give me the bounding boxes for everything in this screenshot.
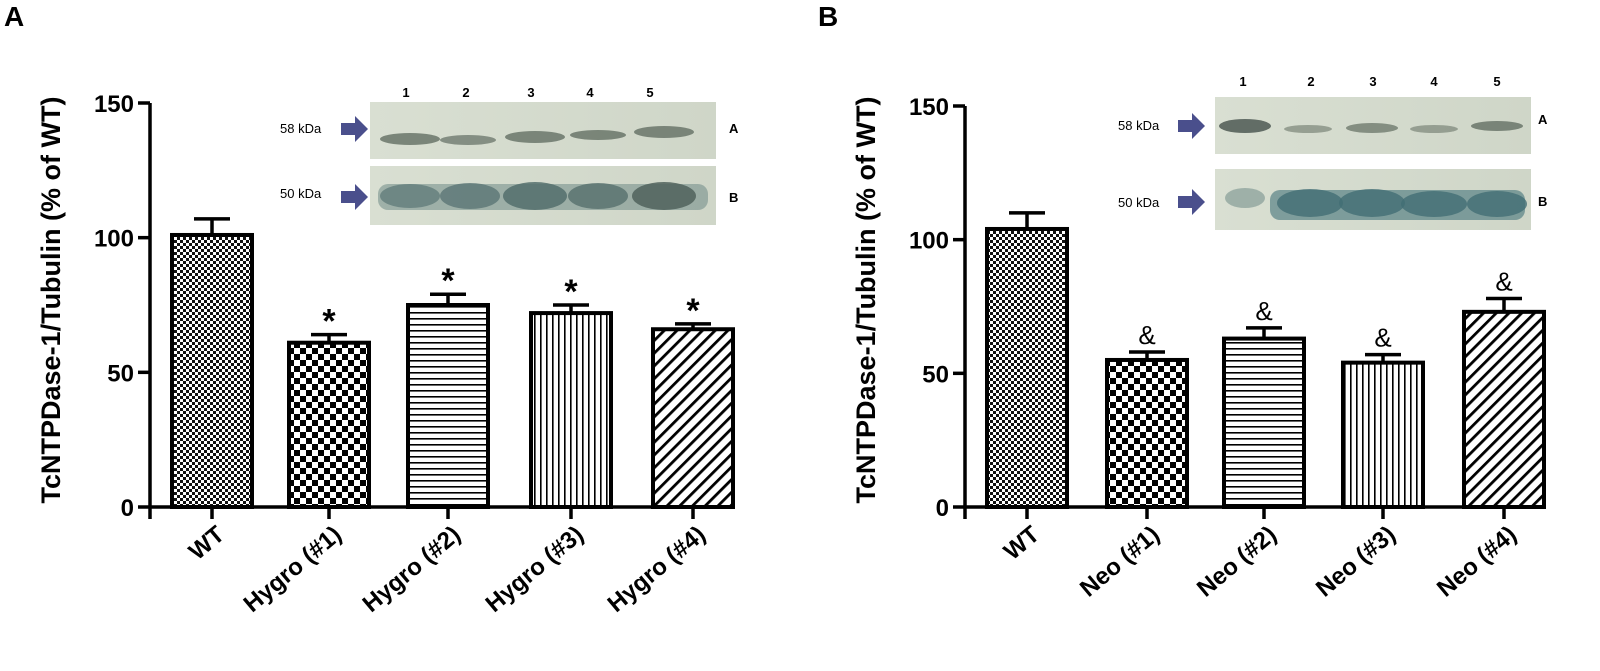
bar <box>1105 357 1189 510</box>
panel-letter: A <box>4 1 24 32</box>
y-axis-label: TcNTPDase-1/Tubulin (% of WT) <box>36 97 66 504</box>
blot-band <box>1346 123 1398 133</box>
category-labels: WT Hygro (#1) Hygro (#2) Hygro (#3) Hygro (#… <box>184 521 711 618</box>
bar <box>1222 336 1306 509</box>
panel-b: B TcNTPDase-1/Tubulin (% of WT) 05010015… <box>818 1 1548 602</box>
blot-marker-label: 58 kDa <box>280 121 322 136</box>
significance-mark: * <box>441 262 455 300</box>
significance-marks: * * * * <box>322 262 700 340</box>
blot-band <box>1225 188 1265 208</box>
arrow-right-icon <box>341 184 368 210</box>
blot-lane-label: 5 <box>646 85 653 100</box>
arrow-right-icon <box>1178 113 1205 139</box>
x-tick-label: Neo (#4) <box>1432 521 1522 603</box>
x-tick-label: WT <box>184 521 230 566</box>
significance-mark: & <box>1374 323 1391 353</box>
bar <box>406 303 490 509</box>
significance-mark: * <box>686 292 700 330</box>
y-tick-label: 0 <box>936 495 949 522</box>
blot-lane-label: 3 <box>1369 74 1376 89</box>
blot-band <box>1219 119 1271 133</box>
blot-lane-label: 2 <box>1307 74 1314 89</box>
significance-marks: & & & & <box>1138 266 1512 352</box>
western-blot-inset: 1 2 3 4 5 58 kDa 50 kDa A B <box>280 85 739 225</box>
x-tick-label: Neo (#1) <box>1075 521 1165 603</box>
x-tick-label: Neo (#2) <box>1192 521 1282 603</box>
blot-band <box>1339 189 1405 217</box>
blot-marker-label: 50 kDa <box>1118 195 1160 210</box>
blot-marker-label: 50 kDa <box>280 186 322 201</box>
bar <box>1462 309 1546 510</box>
bar <box>170 232 254 509</box>
blot-band <box>440 135 496 145</box>
blot-row-label: A <box>729 121 739 136</box>
blot-band <box>505 131 565 143</box>
bar <box>529 311 613 509</box>
blot-lane-label: 4 <box>1430 74 1438 89</box>
blot-band <box>1410 125 1458 133</box>
blot-lane-label: 3 <box>527 85 534 100</box>
blot-lane-label: 2 <box>462 85 469 100</box>
bar <box>651 327 735 509</box>
ticks: 0 50 100 150 <box>94 91 695 522</box>
blot-band <box>440 183 500 209</box>
western-blot-inset: 1 2 3 4 5 58 kDa 50 kDa A B <box>1118 74 1548 230</box>
category-labels: WT Neo (#1) Neo (#2) Neo (#3) Neo (#4) <box>999 521 1522 603</box>
y-tick-label: 100 <box>94 226 134 253</box>
bar <box>985 226 1069 509</box>
blot-band <box>632 182 696 210</box>
blot-lane-label: 4 <box>586 85 594 100</box>
arrow-right-icon <box>341 116 368 142</box>
blot-band <box>380 133 440 145</box>
panel-letter: B <box>818 1 838 32</box>
significance-mark: * <box>322 303 336 341</box>
blot-row-label: B <box>1538 194 1547 209</box>
ticks: 0 50 100 150 <box>909 94 1506 522</box>
blot-band <box>1277 189 1343 217</box>
y-tick-label: 100 <box>909 228 949 255</box>
blot-band <box>1471 121 1523 131</box>
bars <box>985 211 1546 510</box>
y-tick-label: 50 <box>922 361 949 388</box>
blot-marker-label: 58 kDa <box>1118 118 1160 133</box>
blot-band <box>634 126 694 138</box>
x-tick-label: WT <box>999 521 1045 566</box>
significance-mark: & <box>1495 266 1512 296</box>
blot-band <box>503 182 567 210</box>
blot-lane-label: 5 <box>1493 74 1500 89</box>
panel-a: A TcNTPDase-1/Tubulin (% of WT) 05010015… <box>4 1 739 618</box>
y-tick-label: 0 <box>121 495 134 522</box>
y-tick-label: 150 <box>94 91 134 118</box>
blot-band <box>380 184 440 208</box>
blot-band <box>1401 191 1467 217</box>
significance-mark: & <box>1138 320 1155 350</box>
blot-band <box>1284 125 1332 133</box>
blot-band <box>1467 191 1527 217</box>
blot-lane-label: 1 <box>1239 74 1246 89</box>
x-tick-label: Neo (#3) <box>1311 521 1401 603</box>
x-tick-label: Hygro (#4) <box>603 521 711 618</box>
x-tick-label: Hygro (#3) <box>481 521 589 618</box>
y-axis-label: TcNTPDase-1/Tubulin (% of WT) <box>851 97 881 504</box>
blot-lane-label: 1 <box>402 85 409 100</box>
x-tick-label: Hygro (#2) <box>358 521 466 618</box>
blot-band <box>568 183 628 209</box>
y-tick-label: 50 <box>107 360 134 387</box>
blot-row-label: B <box>729 190 738 205</box>
y-tick-label: 150 <box>909 94 949 121</box>
significance-mark: & <box>1255 296 1272 326</box>
bar <box>287 340 371 509</box>
blot-row-label: A <box>1538 112 1548 127</box>
significance-mark: * <box>564 273 578 311</box>
blot-band <box>570 130 626 140</box>
x-tick-label: Hygro (#1) <box>239 521 347 618</box>
arrow-right-icon <box>1178 189 1205 215</box>
bar <box>1341 360 1425 510</box>
